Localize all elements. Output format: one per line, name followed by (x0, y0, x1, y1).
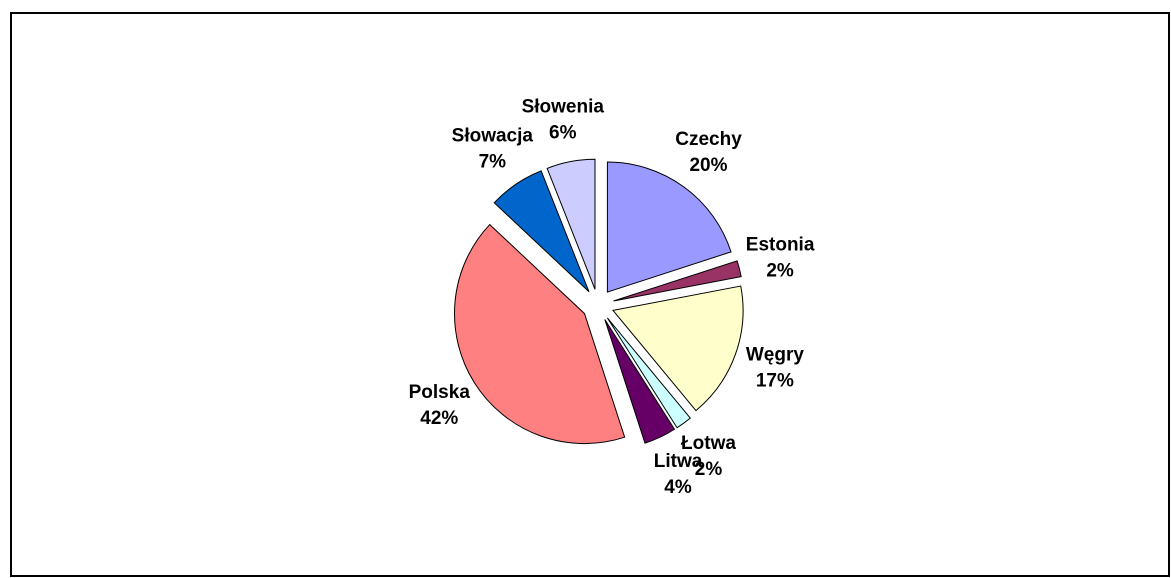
pie-slice (606, 317, 691, 429)
pie-slice (612, 285, 744, 412)
slice-value-label: 7% (479, 152, 507, 173)
slice-label: Czechy (675, 129, 742, 150)
pie-slice (606, 161, 732, 293)
slice-value-label: 2% (695, 459, 723, 480)
slice-value-label: 42% (420, 408, 458, 429)
pie-slice (454, 223, 626, 445)
pie-slice (493, 170, 590, 293)
pie-slice (604, 319, 676, 444)
slice-label: Estonia (746, 234, 815, 255)
slice-label: Węgry (746, 345, 805, 366)
slice-label: Polska (409, 382, 471, 403)
slice-label: Słowenia (522, 96, 605, 117)
slice-value-label: 20% (689, 155, 727, 176)
slice-value-label: 2% (766, 260, 794, 281)
slice-value-label: 17% (756, 371, 794, 392)
pie-slice (613, 260, 742, 302)
slice-value-label: 4% (664, 477, 692, 498)
slice-label: Litwa (654, 451, 703, 472)
slice-value-label: 6% (549, 122, 577, 143)
pie-slice (546, 158, 596, 290)
chart-frame (10, 12, 1170, 577)
slice-label: Łotwa (681, 433, 736, 454)
slice-label: Słowacja (452, 126, 534, 147)
